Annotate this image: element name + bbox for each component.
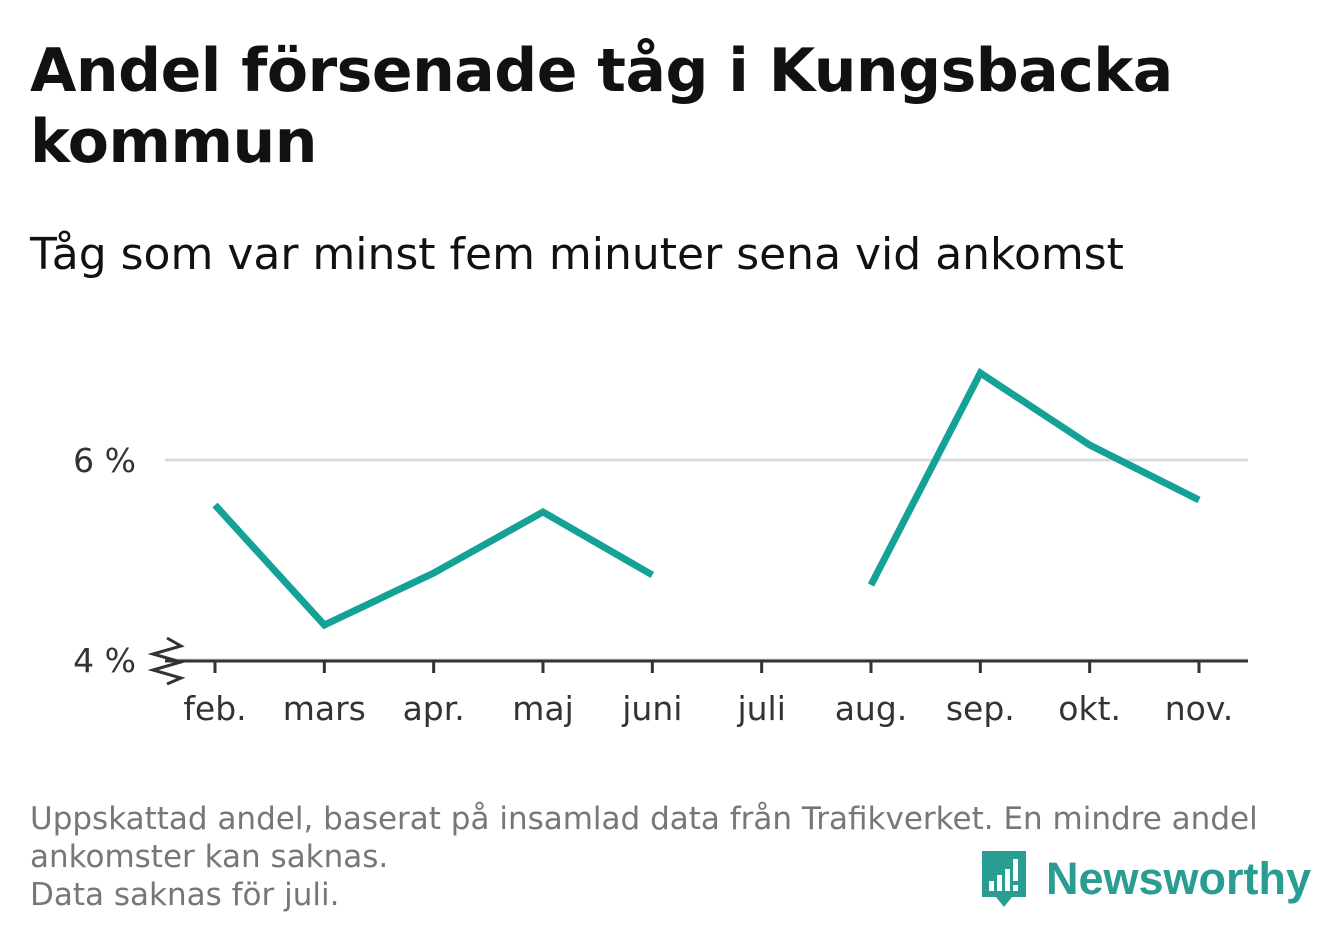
brand-logo: Newsworthy (978, 846, 1311, 912)
x-tick-label: juli (736, 689, 785, 728)
x-tick-label: aug. (835, 689, 908, 728)
series-line-segment (212, 502, 655, 630)
footnote: Uppskattad andel, baserat på insamlad da… (30, 800, 1280, 914)
x-axis-ticks (213, 661, 1201, 673)
x-tick-label: mars (283, 689, 366, 728)
footnote-line-1: Uppskattad andel, baserat på insamlad da… (30, 801, 1258, 837)
series-lines (212, 367, 1201, 630)
x-tick-label: nov. (1165, 689, 1234, 728)
y-tick-label: 6 % (73, 441, 136, 480)
y-tick-label: 4 % (73, 641, 136, 680)
x-tick-label: maj (512, 689, 574, 728)
series-line-segment (867, 367, 1201, 587)
footnote-line-2: ankomster kan saknas. (30, 839, 389, 875)
gridlines (165, 458, 1248, 662)
x-tick-label: feb. (183, 689, 246, 728)
footnote-line-3: Data saknas för juli. (30, 877, 340, 913)
x-tick-label: sep. (946, 689, 1015, 728)
chart-title: Andel försenade tåg i Kungsbacka kommun (30, 36, 1173, 177)
brand-name: Newsworthy (1046, 853, 1312, 904)
newsworthy-logo-icon (982, 851, 1026, 907)
x-tick-label: apr. (403, 689, 465, 728)
x-tick-label: okt. (1058, 689, 1121, 728)
y-axis-labels: 4 % 6 % (73, 441, 136, 680)
x-axis-labels: feb. mars apr. maj juni juli aug. sep. okt. nov. (183, 689, 1233, 728)
x-tick-label: juni (621, 689, 682, 728)
chart-subtitle: Tåg som var minst fem minuter sena vid a… (30, 229, 1124, 280)
